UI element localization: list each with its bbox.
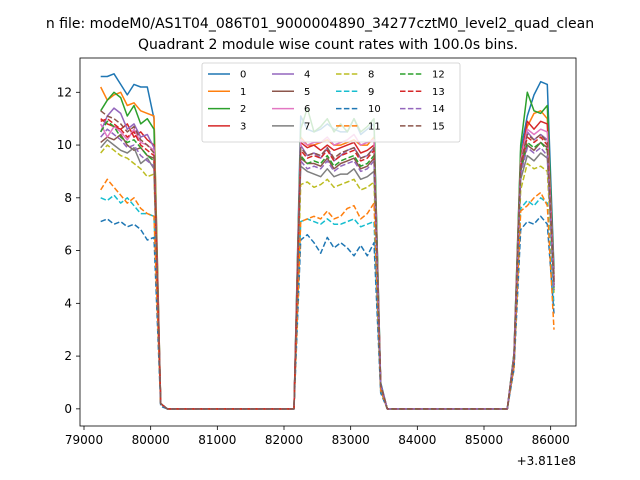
legend-label: 12	[432, 70, 445, 81]
legend-frame	[201, 62, 461, 143]
x-tick-label: 85000	[465, 433, 503, 447]
legend-label: 7	[304, 121, 310, 132]
series-line-5	[100, 133, 555, 410]
y-tick-label: 6	[64, 244, 72, 258]
series-line-4	[100, 107, 555, 410]
legend-label: 0	[240, 70, 246, 81]
x-tick-label: 86000	[532, 433, 570, 447]
legend-label: 2	[240, 104, 246, 115]
legend-label: 8	[368, 70, 374, 81]
x-offset-label: +3.811e8	[517, 454, 576, 468]
x-axis: 79000 80000 81000 82000 83000 84000 85000 86000	[65, 426, 570, 447]
legend-label: 14	[432, 104, 445, 115]
x-tick-label: 82000	[265, 433, 303, 447]
chart-suptitle: n file: modeM0/AS1T04_086T01_9000004890_…	[46, 16, 594, 32]
y-tick-label: 0	[64, 402, 72, 416]
legend-label: 3	[240, 121, 246, 132]
series-line-10	[100, 215, 555, 410]
legend-label: 5	[304, 87, 310, 98]
series-line-14	[100, 128, 555, 410]
legend-label: 4	[304, 70, 310, 81]
y-axis: 0 2 4 6 8 10 12	[57, 85, 80, 416]
legend-label: 11	[368, 121, 381, 132]
series-line-9	[100, 194, 555, 410]
legend-label: 9	[368, 87, 374, 98]
legend-label: 13	[432, 87, 445, 98]
plot-area-frame	[79, 57, 577, 427]
series-line-6	[100, 123, 555, 410]
y-tick-label: 2	[64, 349, 72, 363]
x-tick-label: 80000	[132, 433, 170, 447]
x-tick-label: 84000	[398, 433, 436, 447]
series-line-12	[100, 120, 555, 410]
y-tick-label: 12	[57, 85, 72, 99]
y-tick-label: 10	[57, 138, 72, 152]
y-tick-label: 8	[64, 191, 72, 205]
legend-label: 15	[432, 121, 445, 132]
x-tick-label: 79000	[65, 433, 103, 447]
plot-series	[100, 73, 555, 410]
chart-title: Quadrant 2 module wise count rates with …	[138, 37, 518, 53]
legend-label: 6	[304, 104, 310, 115]
x-tick-label: 83000	[332, 433, 370, 447]
series-line-8	[100, 144, 555, 410]
series-line-11	[100, 178, 555, 410]
legend-label: 10	[368, 104, 381, 115]
y-tick-label: 4	[64, 296, 72, 310]
series-line-15	[100, 110, 555, 410]
x-tick-label: 81000	[198, 433, 236, 447]
legend-label: 1	[240, 87, 246, 98]
